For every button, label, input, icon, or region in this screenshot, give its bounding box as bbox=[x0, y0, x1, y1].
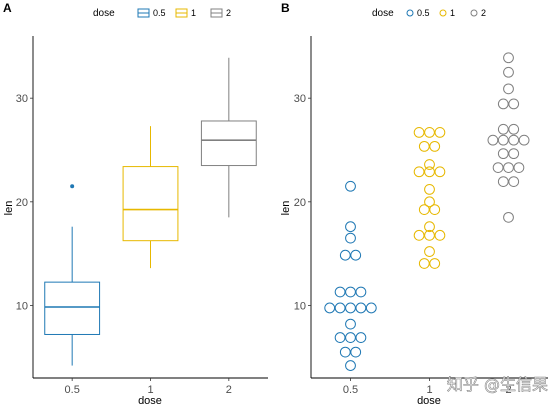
dot-point-1-16 bbox=[429, 140, 441, 152]
dot-point-1-13 bbox=[434, 166, 446, 178]
dot-point-0-11 bbox=[365, 302, 377, 314]
dot-point-1-12 bbox=[424, 166, 435, 178]
dot-point-2-2 bbox=[508, 176, 520, 188]
dot-point-0-19 bbox=[345, 180, 356, 192]
dot-point-1-19 bbox=[434, 126, 446, 138]
dot-point-1-5 bbox=[434, 229, 446, 241]
dot-point-0-16 bbox=[350, 249, 362, 261]
dot-point-2-12 bbox=[497, 123, 509, 135]
y-axis-title-a: len bbox=[3, 201, 15, 216]
dot-point-0-18 bbox=[345, 221, 356, 233]
x-tick-label-a-1: 1 bbox=[147, 384, 153, 396]
y-tick-label-a-20: 20 bbox=[16, 197, 28, 209]
watermark-text: 知乎 @生信果 bbox=[447, 375, 548, 394]
dot-point-1-4 bbox=[424, 229, 435, 241]
dot-point-2-1 bbox=[497, 176, 509, 188]
y-tick-label-b-20: 20 bbox=[294, 197, 306, 209]
legend-a: dose 0.5 1 2 bbox=[93, 8, 231, 19]
dot-point-2-7 bbox=[508, 148, 520, 160]
y-tick-label-b-10: 10 bbox=[294, 300, 306, 312]
plot-b: 10 20 30 0.5 1 2 bbox=[294, 36, 548, 396]
dot-point-1-15 bbox=[418, 140, 430, 152]
dot-point-0-5 bbox=[355, 332, 367, 343]
dot-point-0-15 bbox=[339, 249, 351, 261]
dot-point-1-10 bbox=[424, 183, 435, 195]
dot-point-1-8 bbox=[429, 204, 441, 215]
legend-key-b-1 bbox=[439, 9, 447, 17]
dot-point-1-11 bbox=[413, 166, 425, 178]
dot-point-0-4 bbox=[345, 332, 356, 343]
dot-point-2-0 bbox=[503, 211, 514, 223]
legend-label-b-2: 2 bbox=[481, 8, 486, 18]
y-tick-label-a-30: 30 bbox=[16, 93, 28, 105]
dot-point-2-10 bbox=[508, 134, 520, 146]
dot-point-2-9 bbox=[497, 134, 509, 146]
dot-point-0-2 bbox=[350, 346, 362, 358]
x-axis-title-a: dose bbox=[138, 395, 162, 407]
x-tick-label-b-1: 1 bbox=[426, 384, 432, 396]
dot-point-0-13 bbox=[345, 286, 356, 298]
dot-point-0-17 bbox=[345, 232, 356, 244]
legend-key-b-0 bbox=[406, 9, 414, 17]
legend-label-a-2: 2 bbox=[226, 8, 231, 18]
legend-label-b-0: 0.5 bbox=[417, 8, 430, 18]
x-tick-label-b-2: 2 bbox=[505, 384, 511, 396]
legend-title-b: dose bbox=[372, 8, 394, 19]
dot-point-1-17 bbox=[413, 126, 425, 138]
dot-point-0-8 bbox=[334, 302, 346, 314]
dot-point-1-0 bbox=[418, 258, 430, 269]
box-rect-0 bbox=[44, 281, 101, 335]
dot-point-2-8 bbox=[487, 134, 499, 146]
dot-point-0-3 bbox=[334, 332, 346, 343]
x-tick-label-b-0: 0.5 bbox=[343, 384, 358, 396]
dot-point-2-3 bbox=[492, 162, 504, 174]
x-tick-label-a-2: 2 bbox=[226, 384, 232, 396]
x-tick-label-a-0: 0.5 bbox=[65, 384, 80, 396]
dot-point-1-3 bbox=[413, 229, 425, 241]
dot-point-1-18 bbox=[424, 126, 435, 138]
box-rect-1 bbox=[122, 166, 179, 242]
legend-title-a: dose bbox=[93, 8, 115, 19]
dot-point-0-1 bbox=[339, 346, 351, 358]
dot-point-0-7 bbox=[324, 302, 336, 314]
dot-point-2-4 bbox=[503, 162, 514, 174]
dot-point-2-17 bbox=[503, 66, 514, 78]
dot-point-1-7 bbox=[418, 204, 430, 215]
legend-label-a-0: 0.5 bbox=[153, 8, 166, 18]
dot-point-2-15 bbox=[508, 98, 520, 110]
dot-point-2-6 bbox=[497, 148, 509, 160]
dot-point-1-9 bbox=[424, 196, 435, 208]
dot-point-2-13 bbox=[508, 123, 520, 135]
dot-point-0-9 bbox=[345, 302, 356, 314]
legend-key-b-2 bbox=[470, 9, 478, 17]
dot-point-2-5 bbox=[513, 162, 525, 174]
dot-point-0-6 bbox=[345, 318, 356, 330]
legend-label-a-1: 1 bbox=[191, 8, 196, 18]
plot-a: 10 20 30 0.5 1 2 bbox=[16, 36, 268, 396]
dot-point-0-12 bbox=[334, 286, 346, 298]
dot-point-2-16 bbox=[503, 83, 514, 95]
panel-tag-b: B bbox=[281, 1, 290, 15]
dot-point-1-1 bbox=[429, 258, 441, 269]
x-axis-title-b: dose bbox=[417, 395, 441, 407]
legend-b: dose 0.5 1 2 bbox=[372, 8, 486, 19]
box-outlier-0-0 bbox=[70, 184, 75, 189]
dot-point-1-2 bbox=[424, 246, 435, 257]
y-tick-label-a-10: 10 bbox=[16, 300, 28, 312]
box-rect-2 bbox=[200, 120, 257, 167]
dot-point-2-11 bbox=[518, 134, 530, 146]
dot-point-1-14 bbox=[424, 159, 435, 170]
legend-label-b-1: 1 bbox=[450, 8, 455, 18]
dot-point-2-14 bbox=[497, 98, 509, 110]
dot-point-0-0 bbox=[345, 360, 356, 371]
dot-point-1-6 bbox=[424, 221, 435, 233]
y-axis-title-b: len bbox=[280, 201, 292, 216]
panel-tag-a: A bbox=[3, 1, 12, 15]
dot-point-2-18 bbox=[503, 52, 514, 64]
dot-point-0-14 bbox=[355, 286, 367, 298]
dot-point-0-10 bbox=[355, 302, 367, 314]
y-tick-label-b-30: 30 bbox=[294, 93, 306, 105]
